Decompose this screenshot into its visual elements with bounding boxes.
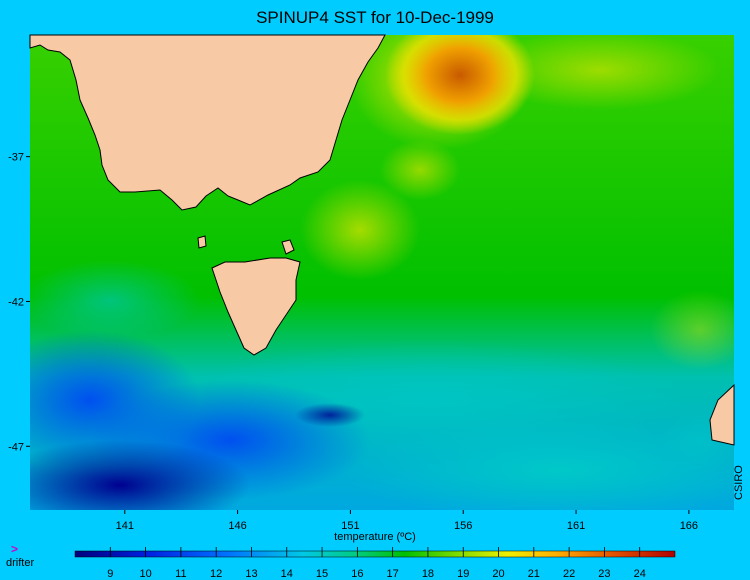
colorbar-tick-label: 24	[634, 568, 646, 580]
colorbar-tick-label: 9	[107, 568, 113, 580]
lat-tick-label: -37	[8, 152, 24, 164]
mainland-australia	[29, 34, 386, 211]
new-zealand-tip	[709, 383, 735, 446]
colorbar-tick-label: 13	[245, 568, 257, 580]
lon-tick-label: 141	[116, 520, 134, 532]
colorbar-tick-label: 14	[281, 568, 293, 580]
drifter-legend-label: drifter	[6, 557, 35, 569]
lat-tick-label: -47	[8, 441, 24, 453]
tasmania	[211, 257, 301, 356]
land-masses	[29, 34, 735, 446]
lon-tick-label: 146	[228, 520, 246, 532]
colorbar-tick-label: 21	[528, 568, 540, 580]
colorbar-tick-label: 10	[139, 568, 151, 580]
sst-field	[30, 35, 734, 510]
flinders-island	[281, 239, 295, 255]
colorbar-tick-label: 16	[351, 568, 363, 580]
colorbar: 9 10 11 12 13 14 15 16 17 18 19 20 21 22 23 24	[74, 547, 676, 580]
lon-tick-label: 156	[454, 520, 472, 532]
colorbar-title: temperature (ºC)	[334, 531, 416, 543]
colorbar-scale	[74, 550, 676, 558]
lon-tick-label: 161	[567, 520, 585, 532]
colorbar-tick-label: 15	[316, 568, 328, 580]
lat-axis: -37 -42 -47	[8, 152, 30, 453]
colorbar-tick-label: 20	[492, 568, 504, 580]
credit-text: CSIRO	[733, 465, 745, 500]
king-island	[197, 235, 207, 249]
colorbar-tick-label: 12	[210, 568, 222, 580]
colorbar-tick-label: 19	[457, 568, 469, 580]
colorbar-tick-label: 17	[387, 568, 399, 580]
map-title: SPINUP4 SST for 10-Dec-1999	[256, 8, 494, 27]
lon-tick-label: 166	[680, 520, 698, 532]
colorbar-tick-label: 18	[422, 568, 434, 580]
lat-tick-label: -42	[8, 296, 24, 308]
colorbar-tick-label: 22	[563, 568, 575, 580]
drifter-marker-icon: >	[11, 542, 19, 556]
colorbar-tick-label: 11	[175, 568, 186, 580]
colorbar-tick-label: 23	[598, 568, 610, 580]
lon-axis: 141 146 151 156 161 166	[116, 510, 698, 532]
lon-tick-label: 151	[341, 520, 359, 532]
colorbar-ticks: 9 10 11 12 13 14 15 16 17 18 19 20 21 22 23 24	[107, 547, 646, 580]
